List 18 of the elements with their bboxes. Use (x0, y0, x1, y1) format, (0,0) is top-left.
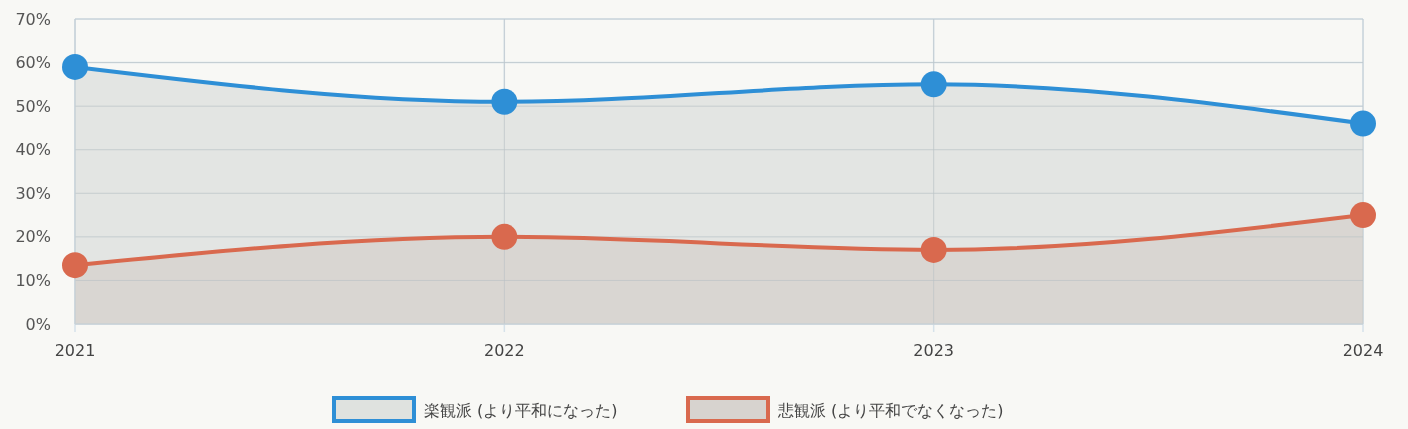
y-tick-label: 30% (15, 183, 51, 203)
x-tick-label: 2024 (1342, 341, 1384, 360)
y-tick-label: 70% (15, 9, 51, 29)
legend-label: 悲観派 (より平和でなくなった) (777, 400, 1004, 420)
point (62, 252, 88, 279)
y-tick-label: 40% (15, 140, 51, 160)
x-tick-label: 2021 (54, 341, 96, 360)
point (491, 223, 518, 250)
legend-label: 楽観派 (より平和になった) (424, 400, 618, 420)
y-tick-label: 0% (25, 314, 51, 334)
point (920, 236, 947, 263)
x-tick-label: 2023 (913, 341, 955, 360)
point (1350, 202, 1376, 229)
x-tick-label: 2022 (483, 341, 525, 360)
y-tick-label: 60% (15, 53, 51, 73)
y-tick-label: 50% (15, 96, 51, 116)
y-tick-label: 10% (15, 271, 51, 291)
y-tick-label: 20% (15, 227, 51, 247)
